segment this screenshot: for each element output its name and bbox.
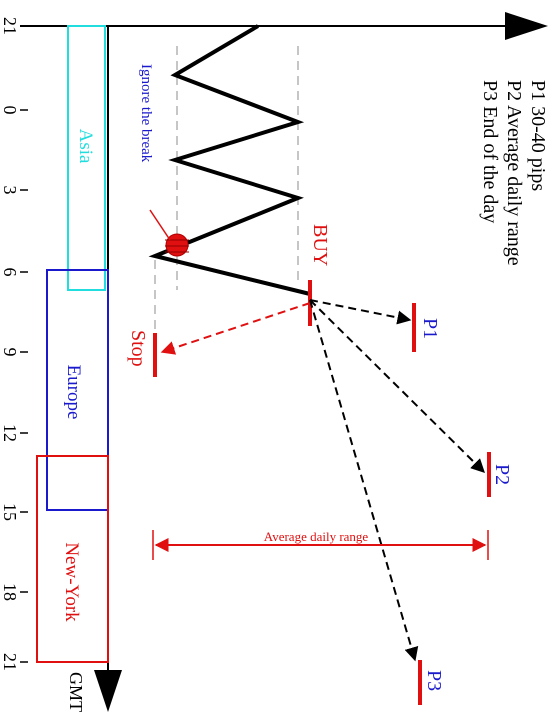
target-p1-label: P1 <box>419 318 441 339</box>
time-tick-labels: 21 0 3 6 9 12 15 18 21 <box>0 17 20 671</box>
session-newyork-label: New-York <box>61 542 82 622</box>
session-asia-box <box>67 25 106 291</box>
target-p3-arrow <box>309 299 419 662</box>
ignored-break-marker <box>165 233 189 257</box>
tick-label: 21 <box>0 17 20 35</box>
session-europe-box <box>46 269 109 511</box>
target-p3-label: P3 <box>423 670 445 691</box>
ignore-break-pointer <box>149 209 171 241</box>
time-unit-label: GMT <box>66 672 86 712</box>
session-newyork-box <box>36 455 109 663</box>
legend-item-p2: P2 Average daily range <box>503 80 525 266</box>
tick-label: 18 <box>0 583 20 601</box>
time-axis-arrow-icon <box>94 670 122 712</box>
stop-arrow <box>160 302 311 355</box>
legend: P1 30-40 pips P2 Average daily range P3 … <box>479 80 549 266</box>
tick-label: 6 <box>0 268 20 277</box>
tick-label: 3 <box>0 186 20 195</box>
tick-label: 21 <box>0 653 20 671</box>
target-p1-arrow <box>309 299 412 325</box>
legend-item-p3: P3 End of the day <box>479 80 501 223</box>
ignore-break-label: Ignore the break <box>138 64 154 163</box>
target-p2-label: P2 <box>491 464 513 485</box>
buy-label: BUY <box>309 224 331 266</box>
tick-label: 12 <box>0 424 20 442</box>
legend-item-p1: P1 30-40 pips <box>527 80 549 191</box>
session-asia-label: Asia <box>75 129 96 164</box>
tick-label: 9 <box>0 348 20 357</box>
price-path <box>148 24 311 296</box>
tick-label: 15 <box>0 503 20 521</box>
session-europe-label: Europe <box>63 365 84 420</box>
price-axis-arrow-icon <box>505 12 548 40</box>
time-ticks <box>20 25 28 663</box>
tick-label: 0 <box>0 106 20 115</box>
stop-label: Stop <box>127 330 149 367</box>
adr-label: Average daily range <box>264 529 369 544</box>
target-p2-arrow <box>309 299 485 473</box>
